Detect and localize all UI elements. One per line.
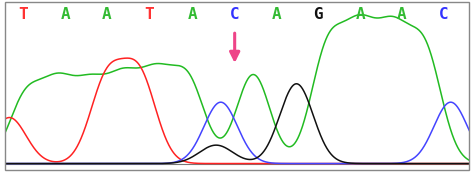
Text: A: A [188,7,198,22]
Text: A: A [397,7,407,22]
Text: A: A [356,7,365,22]
Text: T: T [144,7,154,22]
Text: C: C [439,7,448,22]
Text: C: C [230,7,239,22]
Text: T: T [18,7,28,22]
Text: A: A [272,7,281,22]
Text: G: G [313,7,323,22]
Text: A: A [60,7,70,22]
Text: A: A [102,7,112,22]
